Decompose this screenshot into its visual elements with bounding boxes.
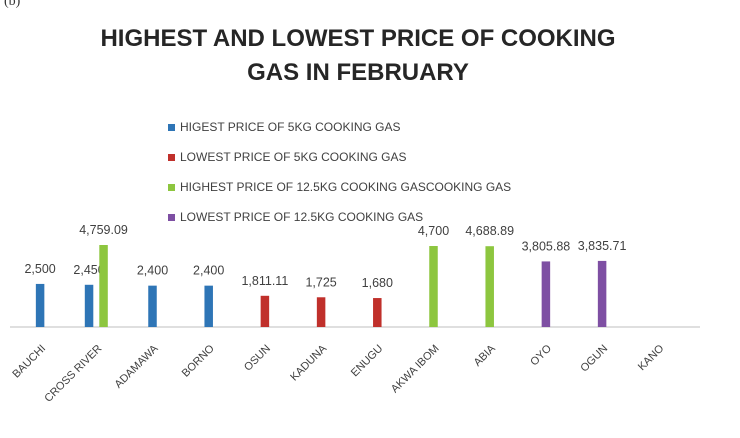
chart-title: HIGHEST AND LOWEST PRICE OF COOKING GAS … — [0, 22, 716, 90]
x-tick-label: BAUCHI — [10, 343, 48, 381]
legend-label: LOWEST PRICE OF 12.5KG COOKING GAS — [180, 210, 424, 224]
data-label: 2,400 — [137, 264, 168, 278]
legend-item-highest-12-5kg: HIGHEST PRICE OF 12.5KG COOKING GASCOOKI… — [168, 172, 511, 202]
bar — [316, 297, 326, 327]
x-tick-label: ABIA — [472, 342, 499, 369]
x-tick-label: KADUNA — [288, 342, 329, 383]
legend: HIGEST PRICE OF 5KG COOKING GAS LOWEST P… — [168, 112, 511, 232]
bar — [597, 260, 607, 327]
legend-swatch — [168, 183, 175, 191]
data-label: 4,700 — [418, 224, 449, 238]
x-tick-label: BORNO — [180, 342, 217, 379]
x-tick-label: KANO — [636, 342, 667, 373]
x-tick-label: CROSS RIVER — [42, 343, 104, 405]
x-tick-label: ENUGU — [349, 343, 386, 380]
bar — [99, 245, 108, 327]
chart-title-line-1: HIGHEST AND LOWEST PRICE OF COOKING — [100, 25, 616, 52]
chart-title-line-2: GAS IN FEBRUARY — [247, 59, 469, 86]
bar — [429, 246, 438, 327]
data-label: 1,680 — [362, 276, 393, 290]
bar — [148, 285, 157, 327]
data-label: 3,805.88 — [522, 239, 571, 253]
bar — [35, 283, 45, 327]
bar — [84, 284, 94, 327]
bar — [204, 285, 213, 327]
legend-item-lowest-5kg: LOWEST PRICE OF 5KG COOKING GAS — [168, 142, 511, 172]
data-label: 1,725 — [305, 275, 336, 289]
data-label: 4,759.09 — [79, 223, 128, 237]
legend-swatch — [168, 153, 175, 161]
x-tick-label: OYO — [528, 342, 554, 368]
legend-label: HIGHEST PRICE OF 12.5KG COOKING GASCOOKI… — [180, 180, 512, 194]
x-tick-label: OSUN — [242, 343, 273, 374]
figure-label: (b) — [4, 0, 21, 9]
data-label: 1,811.11 — [241, 274, 288, 288]
x-tick-label: AKWA IBOM — [389, 343, 442, 396]
legend-swatch — [168, 213, 175, 221]
data-label: 2,400 — [193, 264, 224, 278]
legend-label: HIGEST PRICE OF 5KG COOKING GAS — [180, 120, 401, 134]
data-label: 2,500 — [24, 262, 55, 276]
bar — [485, 246, 494, 327]
legend-item-lowest-12-5kg: LOWEST PRICE OF 12.5KG COOKING GAS — [168, 202, 511, 232]
bar — [541, 261, 551, 327]
bar — [260, 295, 270, 327]
bar — [373, 298, 382, 327]
x-tick-label: ADAMAWA — [113, 342, 162, 391]
x-tick-label: OGUN — [578, 343, 610, 375]
data-label: 3,835.71 — [578, 239, 627, 253]
legend-swatch — [168, 123, 175, 131]
legend-label: LOWEST PRICE OF 5KG COOKING GAS — [180, 150, 407, 164]
data-label: 4,688.89 — [465, 224, 514, 238]
legend-item-highest-5kg: HIGEST PRICE OF 5KG COOKING GAS — [168, 112, 511, 142]
data-label: 2,450 — [73, 263, 104, 277]
